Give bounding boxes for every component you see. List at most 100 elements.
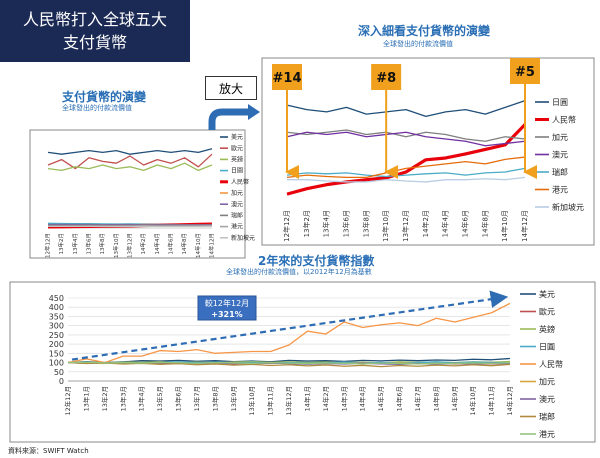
zoom-series-line-6 bbox=[287, 176, 526, 183]
index-x-tick-label: 14年6月 bbox=[395, 386, 404, 411]
zoom-legend-label: 新加坡元 bbox=[552, 202, 584, 212]
index-legend-label: 瑞郎 bbox=[539, 411, 555, 421]
mini-series-line-1 bbox=[47, 153, 213, 170]
zoom-x-tick-label: 14年10月 bbox=[500, 210, 509, 242]
zoom-legend-label: 港元 bbox=[552, 184, 568, 194]
index-x-tick-label: 14年10月 bbox=[468, 386, 477, 416]
index-x-tick-label: 14年11月 bbox=[487, 386, 496, 416]
index-x-tick-label: 13年6月 bbox=[174, 386, 183, 411]
index-y-tick-label: 200 bbox=[49, 340, 64, 349]
mini-x-tick-label: 14年12月 bbox=[208, 233, 216, 258]
index-y-tick-label: 400 bbox=[49, 303, 64, 312]
index-y-tick-label: 450 bbox=[49, 294, 64, 303]
index-x-tick-label: 14年9月 bbox=[450, 386, 459, 411]
mini-series-line-0 bbox=[47, 148, 213, 155]
mini-x-tick-label: 14年2月 bbox=[139, 233, 147, 255]
title-line-1: 人民幣打入全球五大 bbox=[22, 10, 167, 29]
mini-legend-label: 英鎊 bbox=[231, 156, 243, 164]
mini-series-line-2 bbox=[47, 162, 213, 172]
zoom-x-tick-label: 14年12月 bbox=[520, 210, 529, 242]
zoom-series-line-2 bbox=[286, 129, 526, 142]
zoom-x-tick-label: 13年4月 bbox=[322, 210, 331, 237]
zoom-chart-frame bbox=[261, 57, 595, 246]
mini-x-tick-label: 13年12月 bbox=[126, 233, 134, 258]
index-x-tick-label: 14年7月 bbox=[413, 386, 422, 411]
index-x-tick-label: 12年12月 bbox=[63, 386, 72, 416]
index-x-tick-label: 13年12月 bbox=[284, 386, 293, 416]
annotation-label: #8 bbox=[376, 71, 396, 86]
index-legend-label: 美元 bbox=[539, 289, 555, 299]
index-y-tick-label: 250 bbox=[49, 331, 64, 340]
mini-x-tick-label: 12年12月 bbox=[44, 233, 52, 258]
zoom-chart-title: 深入細看支付貨幣的演變 bbox=[358, 24, 491, 38]
mini-x-tick-label: 13年6月 bbox=[85, 233, 93, 255]
index-legend-label: 澳元 bbox=[539, 394, 555, 404]
index-y-tick-label: 100 bbox=[49, 359, 64, 368]
annotation-label: #14 bbox=[273, 71, 302, 86]
index-x-tick-label: 14年3月 bbox=[339, 386, 348, 411]
zoom-legend-label: 瑞郎 bbox=[552, 167, 568, 177]
zoom-legend-label: 澳元 bbox=[552, 149, 568, 159]
index-callout-box bbox=[197, 295, 257, 321]
mini-x-tick-label: 14年6月 bbox=[167, 233, 175, 255]
zoom-x-tick-label: 13年2月 bbox=[302, 210, 311, 237]
zoom-x-tick-label: 13年10月 bbox=[381, 210, 390, 242]
index-x-tick-label: 13年3月 bbox=[118, 386, 127, 411]
zoom-series-line-3 bbox=[286, 131, 526, 147]
index-y-tick-label: 0 bbox=[59, 377, 64, 386]
mini-chart-title: 支付貨幣的演變 bbox=[62, 90, 147, 104]
index-x-tick-label: 14年1月 bbox=[302, 386, 311, 411]
index-legend-label: 歐元 bbox=[539, 306, 555, 316]
index-legend-label: 日圓 bbox=[539, 342, 555, 351]
mini-chart-subtitle: 全球發出的付款流價值 bbox=[62, 104, 132, 112]
mini-legend-label: 美元 bbox=[231, 133, 243, 141]
mini-legend-label: 新加坡元 bbox=[231, 234, 255, 242]
index-legend-label: 加元 bbox=[539, 376, 555, 386]
index-x-tick-label: 13年8月 bbox=[210, 386, 219, 411]
zoom-chart-subtitle: 全球發出的付款流價值 bbox=[383, 40, 453, 48]
zoom-legend-label: 加元 bbox=[552, 132, 568, 142]
index-x-tick-label: 14年4月 bbox=[358, 386, 367, 411]
index-y-tick-label: 150 bbox=[49, 349, 64, 358]
mini-x-tick-label: 14年4月 bbox=[153, 233, 161, 255]
mini-legend-label: 澳元 bbox=[231, 200, 243, 208]
zoom-x-tick-label: 14年6月 bbox=[461, 210, 470, 237]
mini-x-tick-label: 14年8月 bbox=[180, 233, 188, 255]
index-x-tick-label: 14年2月 bbox=[321, 386, 330, 411]
index-series-line-0 bbox=[67, 357, 511, 364]
title-line-2: 支付貨幣 bbox=[62, 33, 127, 52]
index-callout-line-1: 較12年12月 bbox=[205, 298, 249, 308]
zoom-x-tick-label: 13年12月 bbox=[401, 210, 410, 242]
zoom-x-tick-label: 13年8月 bbox=[361, 210, 370, 237]
zoom-label-box: 放大 bbox=[205, 76, 257, 100]
index-series-line-8 bbox=[67, 361, 511, 365]
mini-x-tick-label: 13年10月 bbox=[112, 233, 120, 258]
zoom-series-line-4 bbox=[286, 167, 526, 178]
mini-legend-label: 港元 bbox=[231, 223, 243, 231]
zoom-x-tick-label: 13年6月 bbox=[342, 210, 351, 237]
mini-x-tick-label: 13年8月 bbox=[98, 233, 106, 255]
zoom-x-tick-label: 14年4月 bbox=[441, 210, 450, 237]
zoom-series-line-1 bbox=[286, 123, 527, 196]
annotation-label: #5 bbox=[515, 65, 535, 80]
index-legend-label: 港元 bbox=[539, 429, 555, 439]
zoom-arrow-head bbox=[248, 104, 260, 120]
index-y-tick-label: 350 bbox=[49, 312, 64, 321]
mini-legend-label: 日圓 bbox=[231, 168, 243, 175]
mini-x-tick-label: 13年2月 bbox=[57, 233, 65, 255]
zoom-legend-label: 人民幣 bbox=[552, 114, 576, 124]
index-y-tick-label: 300 bbox=[49, 322, 64, 331]
index-trend-arrow bbox=[71, 290, 509, 361]
index-x-tick-label: 13年5月 bbox=[155, 386, 164, 411]
index-x-tick-label: 13年11月 bbox=[266, 386, 275, 416]
index-chart-subtitle: 全球發出的付款流價值，以2012年12月為基數 bbox=[226, 268, 372, 276]
zoom-legend-label: 日圓 bbox=[552, 98, 568, 107]
index-x-tick-label: 13年1月 bbox=[81, 386, 90, 411]
zoom-x-tick-label: 12年12月 bbox=[282, 210, 291, 242]
index-x-tick-label: 13年4月 bbox=[137, 386, 146, 411]
mini-x-tick-label: 14年10月 bbox=[194, 233, 202, 258]
